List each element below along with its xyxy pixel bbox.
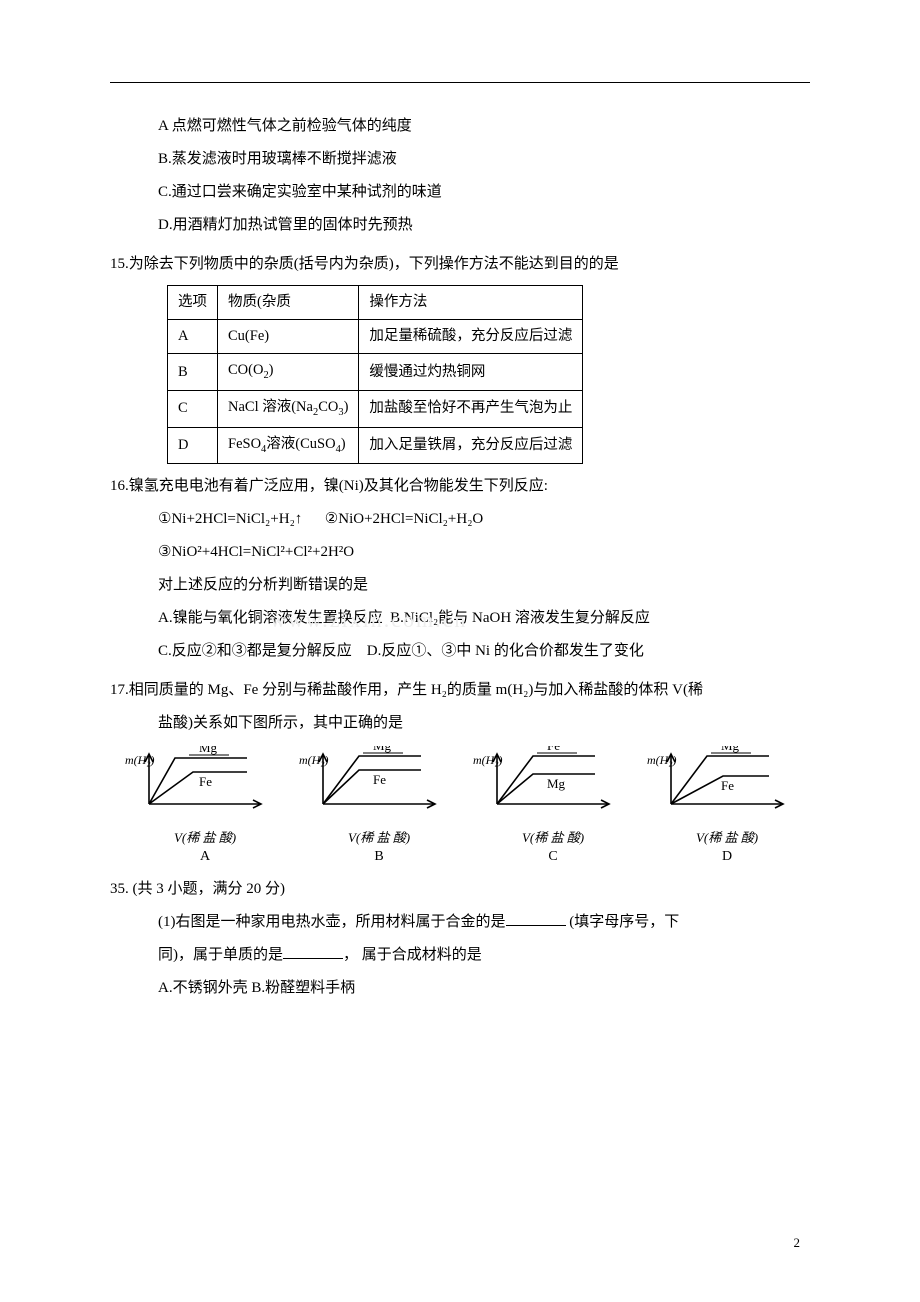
table-cell: B	[168, 354, 218, 391]
chart-id-label: A	[125, 847, 285, 867]
chart-id-label: C	[473, 847, 633, 867]
table-cell: D	[168, 427, 218, 464]
svg-text:Mg: Mg	[721, 746, 740, 753]
table-cell: 加盐酸至恰好不再产生气泡为止	[359, 390, 583, 427]
table-cell: NaCl 溶液(Na2CO3)	[218, 390, 359, 427]
svg-text:Mg: Mg	[373, 746, 392, 753]
table-row: B CO(O2) 缓慢通过灼热铜网	[168, 354, 583, 391]
table-cell: FeSO4溶液(CuSO4)	[218, 427, 359, 464]
table-row: A Cu(Fe) 加足量稀硫酸，充分反应后过滤	[168, 320, 583, 354]
q35-l2b: ， 属于合成材料的是	[343, 947, 482, 963]
chart-svg: Mg Fe m(H₂)	[647, 746, 797, 816]
x-axis-label: V(稀 盐 酸)	[299, 829, 459, 847]
chart-c: Fe Mg m(H₂) V(稀 盐 酸)C	[473, 746, 633, 867]
header-rule	[110, 82, 810, 83]
chart-svg: Fe Mg m(H₂)	[473, 746, 623, 816]
table-row: C NaCl 溶液(Na2CO3) 加盐酸至恰好不再产生气泡为止	[168, 390, 583, 427]
q35-line1: (1)右图是一种家用电热水壶，所用材料属于合金的是 (填字母序号，下	[110, 906, 820, 939]
q16-opt-c: C.反应②和③都是复分解反应	[158, 643, 352, 659]
svg-text:Mg: Mg	[547, 776, 566, 791]
table-header: 选项	[168, 286, 218, 320]
q35-l2a: 同)，属于单质的是	[158, 947, 283, 963]
q14-opt-d: D.用酒精灯加热试管里的固体时先预热	[110, 209, 820, 242]
q35-l1a: (1)右图是一种家用电热水壶，所用材料属于合金的是	[158, 914, 506, 930]
table-cell: 加入足量铁屑，充分反应后过滤	[359, 427, 583, 464]
chart-b: Mg Fe m(H₂) V(稀 盐 酸)B	[299, 746, 459, 867]
q14-opt-a: A 点燃可燃性气体之前检验气体的纯度	[110, 110, 820, 143]
q35-l1b: (填字母序号，下	[566, 914, 680, 930]
q16-opts-cd: C.反应②和③都是复分解反应 D.反应①、③中 Ni 的化合价都发生了变化	[110, 635, 820, 668]
table-row: 选项 物质(杂质 操作方法	[168, 286, 583, 320]
q14-opt-c: C.通过口尝来确定实验室中某种试剂的味道	[110, 176, 820, 209]
q16-reaction-2: ③NiO²+4HCl=NiCl²+Cl²+2H²O	[110, 536, 820, 569]
table-row: D FeSO4溶液(CuSO4) 加入足量铁屑，充分反应后过滤	[168, 427, 583, 464]
blank-field	[283, 944, 343, 959]
page-number: 2	[794, 1229, 801, 1258]
x-axis-label: V(稀 盐 酸)	[125, 829, 285, 847]
table-cell: 加足量稀硫酸，充分反应后过滤	[359, 320, 583, 354]
q16-opts-ab: A.镍能与氧化铜溶液发生置换反应 B.NiCl₂能与 NaOH 溶液发生复分解反…	[110, 602, 820, 635]
svg-text:m(H₂): m(H₂)	[647, 753, 677, 767]
q15-table: 选项 物质(杂质 操作方法 A Cu(Fe) 加足量稀硫酸，充分反应后过滤 B …	[167, 285, 583, 464]
svg-text:Fe: Fe	[199, 774, 212, 789]
q17-stem-l1: 17.相同质量的 Mg、Fe 分别与稀盐酸作用，产生 H₂的质量 m(H₂)与加…	[110, 674, 820, 707]
q35-line2: 同)，属于单质的是 ， 属于合成材料的是	[110, 939, 820, 972]
q16-reaction-1: ①Ni+2HCl=NiCl₂+H₂↑ ②NiO+2HCl=NiCl₂+H₂O	[110, 503, 820, 536]
q16-opt-d: D.反应①、③中 Ni 的化合价都发生了变化	[367, 643, 644, 659]
q35-stem: 35. (共 3 小题，满分 20 分)	[110, 873, 820, 906]
table-cell: C	[168, 390, 218, 427]
chart-d: Mg Fe m(H₂) V(稀 盐 酸)D	[647, 746, 807, 867]
chart-a: Mg Fe m(H₂) V(稀 盐 酸)A	[125, 746, 285, 867]
q16-opt-a: A.镍能与氧化铜溶液发生置换反应	[158, 610, 383, 626]
svg-text:m(H₂): m(H₂)	[125, 753, 155, 767]
svg-text:Fe: Fe	[373, 772, 386, 787]
svg-text:m(H₂): m(H₂)	[299, 753, 329, 767]
chart-id-label: B	[299, 847, 459, 867]
q16-prompt: 对上述反应的分析判断错误的是	[110, 569, 820, 602]
q14-opt-b: B.蒸发滤液时用玻璃棒不断搅拌滤液	[110, 143, 820, 176]
table-cell: 缓慢通过灼热铜网	[359, 354, 583, 391]
svg-text:Fe: Fe	[721, 778, 734, 793]
x-axis-label: V(稀 盐 酸)	[647, 829, 807, 847]
svg-text:m(H₂): m(H₂)	[473, 753, 503, 767]
x-axis-label: V(稀 盐 酸)	[473, 829, 633, 847]
svg-text:Fe: Fe	[547, 746, 560, 753]
table-cell: A	[168, 320, 218, 354]
table-cell: CO(O2)	[218, 354, 359, 391]
chart-id-label: D	[647, 847, 807, 867]
table-cell: Cu(Fe)	[218, 320, 359, 354]
chart-svg: Mg Fe m(H₂)	[299, 746, 449, 816]
q15-stem: 15.为除去下列物质中的杂质(括号内为杂质)，下列操作方法不能达到目的的是	[110, 248, 820, 281]
q35-line3: A.不锈钢外壳 B.粉醛塑料手柄	[110, 972, 820, 1005]
q16-opt-b: B.NiCl₂能与 NaOH 溶液发生复分解反应	[390, 610, 650, 626]
table-header: 操作方法	[359, 286, 583, 320]
blank-field	[506, 911, 566, 926]
table-header: 物质(杂质	[218, 286, 359, 320]
chart-svg: Mg Fe m(H₂)	[125, 746, 275, 816]
q17-stem-l2: 盐酸)关系如下图所示，其中正确的是	[110, 707, 820, 740]
q16-stem: 16.镍氢充电电池有着广泛应用，镍(Ni)及其化合物能发生下列反应:	[110, 470, 820, 503]
svg-text:Mg: Mg	[199, 746, 218, 755]
q17-charts: MgFem(H₂)V(稀 盐 酸)AMgFem(H₂)V(稀 盐 酸)BFeMg…	[125, 746, 820, 867]
